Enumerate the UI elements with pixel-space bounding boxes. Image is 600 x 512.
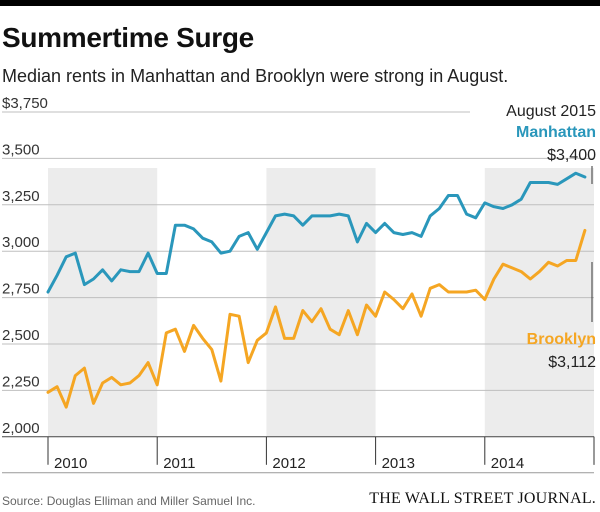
annotations: August 2015 Manhattan $3,400 Brooklyn $3… bbox=[506, 103, 596, 371]
x-tick-label-2011: 2011 bbox=[163, 455, 195, 472]
x-axis: 201020112012201320142015 bbox=[2, 436, 595, 474]
manhattan-date-label: August 2015 bbox=[506, 103, 596, 120]
manhattan-label: Manhattan bbox=[516, 124, 596, 141]
y-tick-label-3250: 3,250 bbox=[2, 188, 40, 205]
y-tick-label-3000: 3,000 bbox=[2, 234, 40, 251]
x-tick-label-2012: 2012 bbox=[272, 455, 305, 472]
y-tick-label-2750: 2,750 bbox=[2, 281, 40, 298]
y-tick-label-3500: 3,500 bbox=[2, 141, 40, 158]
y-tick-label-2500: 2,500 bbox=[2, 327, 40, 344]
brooklyn-value-label: $3,112 bbox=[548, 354, 596, 371]
source-note: Source: Douglas Elliman and Miller Samue… bbox=[2, 494, 256, 508]
x-tick-label-2014: 2014 bbox=[491, 455, 524, 472]
series-line-brooklyn bbox=[46, 228, 587, 409]
chart-subtitle: Median rents in Manhattan and Brooklyn w… bbox=[2, 66, 509, 86]
y-axis-ticks: 2,000 2,250 2,500 2,750 3,000 3,250 3,500 $3,75… bbox=[2, 95, 48, 437]
year-band-2012 bbox=[266, 168, 376, 437]
top-rule bbox=[0, 0, 600, 6]
y-tick-label-2000: 2,000 bbox=[2, 420, 40, 437]
manhattan-value-label: $3,400 bbox=[547, 147, 596, 164]
chart-title: Summertime Surge bbox=[2, 22, 254, 53]
x-tick-label-2013: 2013 bbox=[382, 455, 415, 472]
series-lines bbox=[46, 171, 587, 409]
year-band-2014 bbox=[484, 168, 594, 437]
x-tick-label-2010: 2010 bbox=[54, 455, 87, 472]
year-bands bbox=[48, 168, 594, 437]
year-band-2010 bbox=[48, 168, 158, 437]
gridlines bbox=[2, 111, 594, 438]
brooklyn-label: Brooklyn bbox=[527, 331, 596, 348]
y-tick-label-3750: $3,750 bbox=[2, 95, 48, 112]
series-line-manhattan bbox=[46, 171, 587, 294]
publisher-logo: THE WALL STREET JOURNAL. bbox=[369, 490, 596, 507]
y-tick-label-2250: 2,250 bbox=[2, 373, 40, 390]
